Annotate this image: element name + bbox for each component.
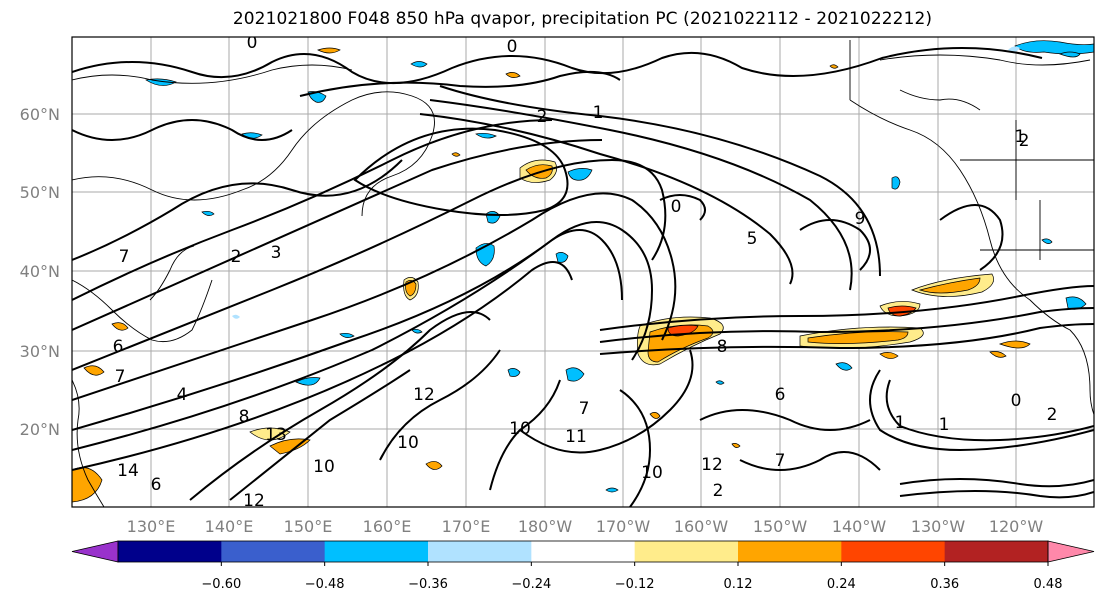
contour-label: 8 [717, 337, 728, 357]
contour-label: 1 [1015, 127, 1026, 147]
longitude-label: 180°W [518, 517, 573, 536]
contour-label: 7 [579, 399, 590, 419]
contour-label: 10 [313, 457, 335, 477]
colorbar-tick-label: 0.36 [930, 577, 959, 592]
colorbar-bin [841, 541, 946, 562]
longitude-label: 160°W [674, 517, 729, 536]
contour-label: 0 [247, 33, 258, 53]
colorbar-bin [118, 541, 222, 562]
colorbar-bin [944, 541, 1049, 562]
contour-label: 11 [565, 427, 587, 447]
colorbar: −0.60 −0.48 −0.36 −0.24 −0.12 0.12 0.24 0.36 0.4… [71, 540, 1095, 592]
colorbar-tick-label: 0.12 [724, 577, 753, 592]
contour-label: 2 [1019, 131, 1030, 151]
contour-label: 3 [271, 243, 282, 263]
colorbar-bin [738, 541, 842, 562]
contour-label: 2 [231, 247, 242, 267]
contour-label: 1 [593, 103, 604, 123]
contour-label: 2 [537, 107, 548, 127]
contour-label: 6 [151, 475, 162, 495]
colorbar-tick-label: −0.60 [201, 577, 241, 592]
colorbar-bin [531, 541, 636, 562]
colorbar-tick-label: 0.48 [1034, 577, 1063, 592]
contour-label: 6 [775, 385, 786, 405]
latitude-labels: 60°N 50°N 40°N 30°N 20°N [20, 105, 60, 439]
contour-label: 1 [939, 415, 950, 435]
colorbar-tick-label: 0.24 [827, 577, 856, 592]
contour-label: 12 [413, 385, 435, 405]
contour-label: 0 [671, 197, 682, 217]
contour-label: 4 [177, 385, 188, 405]
colorbar-bin [221, 541, 326, 562]
contour-label: 8 [239, 407, 250, 427]
contour-label: 2 [1047, 405, 1058, 425]
contour-label: 7 [775, 451, 786, 471]
longitude-label: 120°W [989, 517, 1044, 536]
contour-label: 12 [243, 491, 265, 511]
contour-label: 0 [507, 37, 518, 57]
contour-label: 6 [113, 337, 124, 357]
map-frame [71, 36, 1095, 508]
contour-label: 12 [701, 455, 723, 475]
colorbar-tick-label: −0.24 [511, 577, 551, 592]
colorbar-bin [428, 541, 532, 562]
latitude-label: 40°N [20, 262, 60, 281]
latitude-label: 30°N [20, 342, 60, 361]
latitude-label: 20°N [20, 420, 60, 439]
contour-label: 0 [1011, 391, 1022, 411]
qvapor-contours [72, 47, 1094, 507]
precipitation-shading [72, 40, 1094, 503]
colorbar-tick-label: −0.12 [615, 577, 655, 592]
longitude-label: 160°E [363, 517, 412, 536]
colorbar-min-arrow [71, 540, 119, 563]
longitude-label: 140°E [205, 517, 254, 536]
longitude-label: 130°E [127, 517, 176, 536]
contour-label: 10 [509, 419, 531, 439]
latitude-label: 60°N [20, 105, 60, 124]
coastlines [72, 40, 1094, 507]
longitude-label: 130°W [911, 517, 966, 536]
colorbar-bin [634, 541, 739, 562]
colorbar-tick-label: −0.36 [408, 577, 448, 592]
contour-label: 7 [115, 367, 126, 387]
contour-label: 1 [895, 413, 906, 433]
contour-label: 10 [397, 433, 419, 453]
longitude-label: 150°E [284, 517, 333, 536]
contour-label: 5 [747, 229, 758, 249]
contour-label: 2 [713, 481, 724, 501]
contour-label: 13 [265, 425, 287, 445]
colorbar-bin [324, 541, 429, 562]
longitude-label: 140°W [832, 517, 887, 536]
longitude-label: 170°E [442, 517, 491, 536]
contour-label: 14 [117, 461, 139, 481]
colorbar-tick-label: −0.48 [305, 577, 345, 592]
contour-label: 10 [641, 463, 663, 483]
latitude-label: 50°N [20, 183, 60, 202]
colorbar-max-arrow [1047, 540, 1095, 563]
longitude-label: 150°W [753, 517, 808, 536]
map-title: 2021021800 F048 850 hPa qvapor, precipit… [232, 9, 933, 29]
colorbar-outline [117, 540, 1049, 563]
contour-label: 9 [855, 209, 866, 229]
longitude-label: 170°W [596, 517, 651, 536]
contour-label: 7 [119, 247, 130, 267]
longitude-labels: 130°E 140°E 150°E 160°E 170°E 180°W 170°W 160°W… [127, 517, 1044, 536]
